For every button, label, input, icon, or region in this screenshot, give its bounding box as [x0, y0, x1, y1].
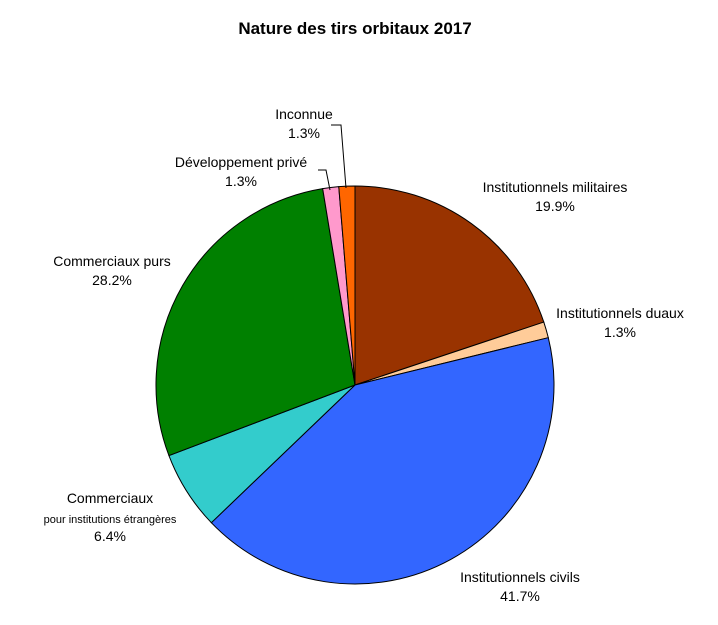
leader-line: [331, 124, 347, 189]
slice-sublabel: pour institutions étrangères: [44, 514, 177, 526]
leader-line: [318, 169, 331, 191]
pie-leader-lines: [318, 124, 347, 191]
slice-value-label: 6.4%: [94, 528, 126, 544]
pie-labels: Institutionnels militaires 19.9% Instituti…: [44, 106, 684, 604]
slice-value-label: 1.3%: [604, 324, 636, 340]
slice-label: Institutionnels civils: [460, 569, 580, 585]
pie-slice-institutionnels-civils: [210, 337, 555, 585]
slice-value-label: 1.3%: [225, 173, 257, 189]
slice-label: Développement privé: [175, 154, 308, 170]
pie-slices: [155, 185, 555, 585]
slice-value-label: 28.2%: [92, 272, 132, 288]
pie-slice-inconnue: [338, 185, 356, 386]
slice-value-label: 41.7%: [500, 588, 540, 604]
slice-label: Institutionnels militaires: [483, 179, 628, 195]
slice-label: Commerciaux purs: [53, 253, 170, 269]
chart-title: Nature des tirs orbitaux 2017: [238, 19, 471, 38]
slice-value-label: 19.9%: [535, 198, 575, 214]
pie-slice-commerciaux-purs: [155, 188, 356, 457]
slice-label: Inconnue: [275, 106, 333, 122]
slice-label: Commerciaux: [67, 490, 153, 506]
slice-value-label: 1.3%: [288, 125, 320, 141]
pie-slice-institutionnels-militaires: [354, 185, 545, 386]
slice-label: Institutionnels duaux: [556, 305, 684, 321]
